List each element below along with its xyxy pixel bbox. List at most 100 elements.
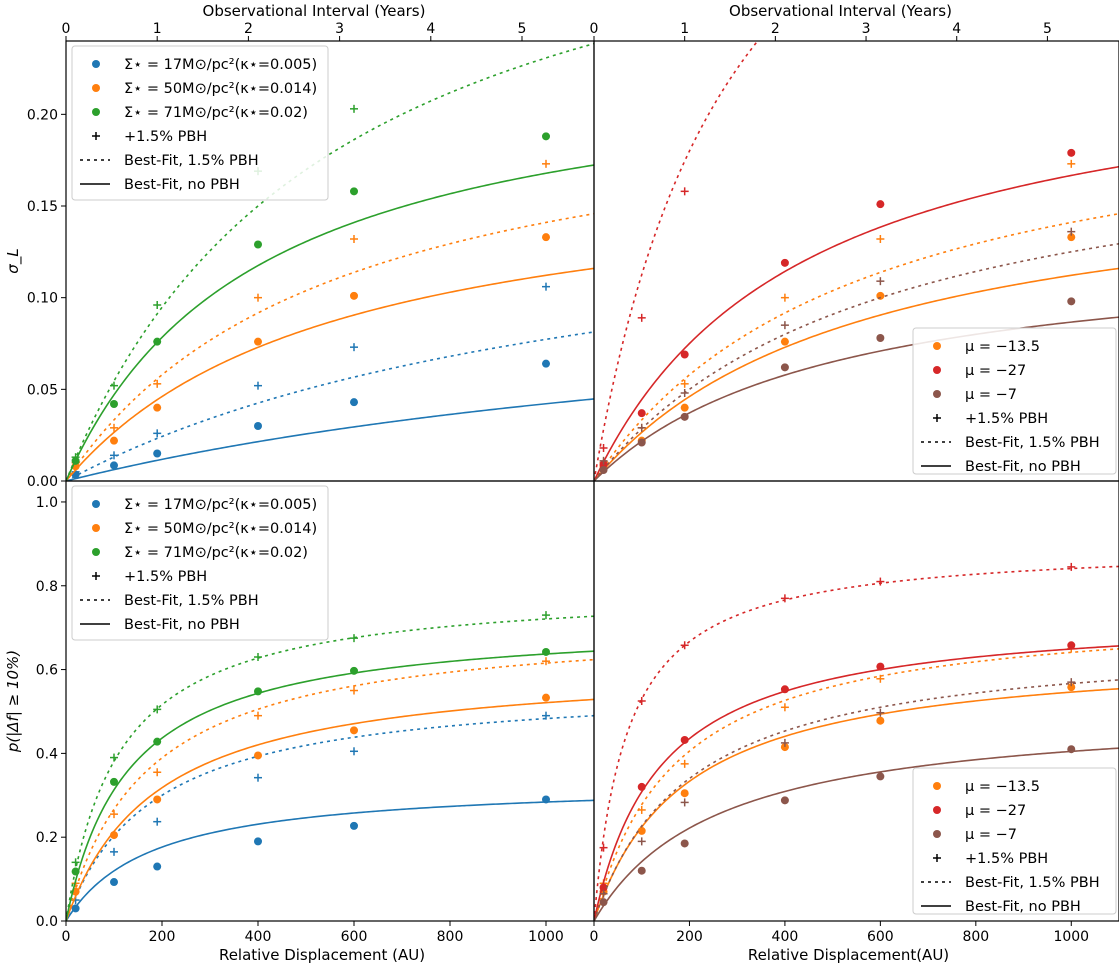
fit-line [66,267,594,481]
x-tick-label: 400 [772,929,799,945]
data-point [153,449,162,458]
legend-label: μ = −7 [965,827,1017,843]
y-tick-label: 0.10 [27,291,58,307]
legend-entry: μ = −7 [933,827,1017,843]
fit-pbh-line [594,679,1119,921]
fit-pbh-line [66,331,594,481]
data-point [1067,683,1076,692]
data-point [599,898,608,907]
y-tick-label: 0.05 [27,382,58,398]
pbh-point [637,313,646,322]
pbh-point [71,858,80,867]
pbh-point [110,451,118,460]
y-tick-label: 0.6 [36,663,58,679]
legend-entry: Σ⋆ = 17M⊙/pc²(κ⋆=0.005) [92,57,317,73]
pbh-point [110,753,118,762]
data-point [110,831,118,840]
series-orange [66,159,594,481]
legend-box [912,327,1117,475]
pbh-point [153,301,162,309]
pbh-point [780,293,789,302]
panel-top-right: 0 1 2 3 4 5 Observational Interval (Years) μ = … [590,2,1119,482]
y-tick-label: 0.0 [36,914,58,930]
data-point [876,291,885,300]
legend-label: Σ⋆ = 71M⊙/pc²(κ⋆=0.02) [124,545,308,561]
legend-marker [92,84,100,92]
data-point [153,337,162,346]
data-point [599,466,608,474]
pbh-point [153,429,162,438]
legend-entry: Best-Fit, 1.5% PBH [80,593,259,609]
x-tick-label: 1000 [528,929,564,945]
legend-entry: +1.5% PBH [92,569,207,585]
legend-label: Σ⋆ = 50M⊙/pc²(κ⋆=0.014) [124,81,317,97]
data-point [542,795,550,804]
data-point [680,412,689,421]
legend-entry: Σ⋆ = 71M⊙/pc²(κ⋆=0.02) [92,105,308,121]
pbh-point [876,674,885,683]
legend-entry: Best-Fit, no PBH [80,617,240,633]
pbh-point [780,703,789,712]
pbh-point [599,843,608,852]
top-tick-label: 0 [590,21,599,37]
x-tick-label: 200 [149,929,176,945]
legend-entry: +1.5% PBH [92,129,207,145]
legend-entry: Σ⋆ = 50M⊙/pc²(κ⋆=0.014) [92,81,317,97]
data-point [680,350,689,359]
series-green [66,42,594,481]
y-axis: 0.0 0.2 0.4 0.6 0.8 1.0 [36,495,66,930]
pbh-point [876,277,885,286]
legend-label: Best-Fit, 1.5% PBH [124,593,259,609]
legend-entry: +1.5% PBH [933,411,1048,427]
x-tick-label: 600 [341,929,368,945]
pbh-point [680,187,689,196]
data-point [254,240,262,249]
fit-line [66,398,594,481]
data-point [637,409,646,418]
data-point [637,438,646,447]
series-brown [594,227,1119,481]
pbh-point [680,759,689,768]
x-tick-label: 600 [867,929,894,945]
pbh-point [153,705,162,714]
pbh-point [542,159,550,168]
x-axis: 0 200 400 600 800 1000 Relative Displacement (… [62,921,564,964]
legend-entry: Best-Fit, 1.5% PBH [921,435,1100,451]
pbh-point [542,657,550,666]
legend-entry: Best-Fit, no PBH [80,177,240,193]
series-brown [594,678,1119,921]
pbh-point [254,653,262,661]
series-red [594,562,1119,921]
legend-entry: Σ⋆ = 50M⊙/pc²(κ⋆=0.014) [92,521,317,537]
x-tick-label: 1000 [1053,929,1089,945]
pbh-point [680,641,689,650]
fit-line [594,645,1119,921]
x-tick-label: 0 [590,929,599,945]
pbh-point [350,634,358,643]
x-axis-label: Relative Displacement (AU) [219,946,425,964]
fit-pbh-line [66,658,594,921]
legend-marker [92,500,100,508]
data-point [876,334,885,342]
pbh-point [254,381,262,390]
fit-line [594,747,1119,921]
legend-label: Σ⋆ = 17M⊙/pc²(κ⋆=0.005) [124,497,317,513]
y-tick-label: 0.8 [36,579,58,595]
pbh-point [680,389,689,397]
pbh-point [780,321,789,330]
top-tick-label: 5 [518,21,527,37]
legend-entry: μ = −7 [933,387,1017,403]
fit-pbh-line [66,714,594,921]
legend-marker [933,342,941,350]
legend-entry: Best-Fit, 1.5% PBH [921,875,1100,891]
legend-marker [933,782,941,790]
top-axis: 0 1 2 3 4 5 Observational Interval (Years) [590,2,1052,41]
data-point [254,337,262,346]
fit-pbh-line [66,212,594,481]
data-point [780,796,789,805]
legend-label: μ = −13.5 [965,779,1040,795]
top-tick-label: 1 [153,21,162,37]
data-point [71,867,80,876]
data-point [680,839,689,848]
data-point [350,821,358,830]
